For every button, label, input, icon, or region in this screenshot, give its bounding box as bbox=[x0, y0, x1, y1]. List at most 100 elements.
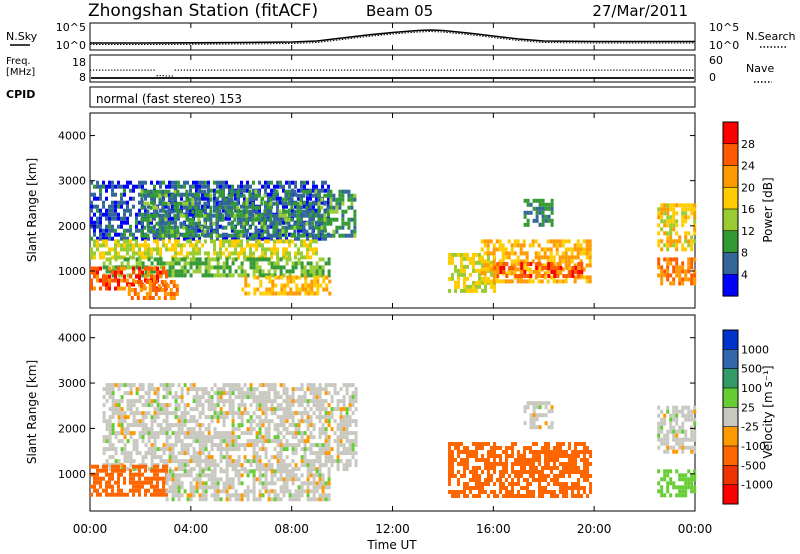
velocity-cell bbox=[210, 403, 214, 408]
power-cell bbox=[90, 216, 93, 221]
velocity-cell bbox=[243, 391, 247, 396]
velocity-cell bbox=[234, 383, 238, 388]
velocity-cell bbox=[243, 455, 247, 460]
power-cell bbox=[541, 274, 545, 278]
velocity-cell bbox=[114, 468, 117, 473]
power-cell bbox=[126, 220, 129, 225]
power-cell bbox=[326, 217, 330, 222]
power-cell bbox=[204, 251, 207, 256]
power-cell bbox=[259, 283, 263, 288]
velocity-cell bbox=[574, 466, 577, 470]
power-cell bbox=[519, 247, 523, 252]
power-cell bbox=[313, 279, 317, 284]
velocity-cell bbox=[255, 407, 259, 412]
velocity-cell bbox=[553, 482, 556, 486]
velocity-cell bbox=[249, 427, 253, 432]
colorbar-segment bbox=[723, 187, 738, 210]
frequency-point bbox=[540, 69, 542, 71]
power-cell bbox=[246, 239, 249, 244]
velocity-cell bbox=[276, 443, 280, 448]
velocity-cell bbox=[303, 439, 307, 444]
power-cell bbox=[194, 213, 198, 218]
velocity-cell bbox=[183, 435, 187, 440]
velocity-cell bbox=[240, 399, 244, 404]
velocity-cell bbox=[309, 447, 313, 452]
power-cell bbox=[172, 296, 176, 300]
velocity-cell bbox=[135, 484, 138, 489]
velocity-cell bbox=[574, 454, 577, 458]
power-cell bbox=[332, 197, 336, 202]
velocity-cell bbox=[150, 447, 154, 452]
velocity-cell bbox=[234, 427, 238, 432]
velocity-cell bbox=[309, 481, 313, 486]
power-cell bbox=[102, 200, 105, 205]
velocity-cell bbox=[318, 427, 322, 432]
power-cell bbox=[176, 233, 180, 238]
power-cell bbox=[237, 265, 241, 270]
velocity-cell bbox=[505, 478, 508, 482]
velocity-cell bbox=[183, 451, 187, 456]
power-cell bbox=[114, 239, 117, 244]
power-cell bbox=[529, 262, 533, 266]
power-cell bbox=[210, 236, 213, 241]
power-cell bbox=[210, 257, 214, 262]
power-cell bbox=[194, 197, 198, 202]
velocity-cell bbox=[126, 423, 130, 428]
power-cell bbox=[279, 265, 283, 270]
power-cell bbox=[168, 239, 171, 244]
velocity-cell bbox=[523, 450, 526, 454]
power-cell bbox=[114, 247, 117, 252]
power-cell bbox=[93, 228, 96, 233]
power-cell bbox=[559, 266, 563, 270]
velocity-cell bbox=[451, 474, 454, 478]
velocity-cell bbox=[547, 458, 550, 462]
velocity-cell bbox=[177, 481, 181, 486]
velocity-cell bbox=[264, 473, 268, 478]
velocity-cell bbox=[451, 462, 454, 466]
power-cell bbox=[327, 269, 331, 274]
power-cell bbox=[311, 233, 315, 238]
power-cell bbox=[279, 196, 282, 201]
velocity-cell bbox=[279, 497, 283, 502]
velocity-cell bbox=[541, 446, 544, 450]
power-cell bbox=[285, 257, 289, 262]
velocity-cell bbox=[96, 468, 99, 473]
power-cell bbox=[255, 257, 259, 262]
velocity-cell bbox=[186, 459, 190, 464]
velocity-cell bbox=[297, 477, 301, 482]
power-cell bbox=[258, 236, 261, 241]
power-cell bbox=[174, 180, 177, 185]
velocity-cell bbox=[267, 463, 271, 468]
velocity-cell bbox=[571, 454, 574, 458]
velocity-cell bbox=[111, 411, 115, 416]
velocity-cell bbox=[577, 454, 580, 458]
power-cell bbox=[302, 213, 306, 218]
velocity-cell bbox=[177, 395, 181, 400]
power-cell bbox=[189, 184, 192, 189]
velocity-cell bbox=[562, 462, 565, 466]
velocity-cell bbox=[526, 458, 529, 462]
power-cell bbox=[690, 203, 694, 208]
power-cell bbox=[126, 200, 129, 205]
velocity-cell bbox=[207, 403, 211, 408]
velocity-cell bbox=[156, 423, 160, 428]
power-cell bbox=[489, 267, 493, 272]
velocity-cell bbox=[484, 458, 487, 462]
velocity-cell bbox=[195, 481, 199, 486]
power-cell bbox=[231, 251, 234, 256]
power-cell bbox=[147, 273, 151, 278]
velocity-cell bbox=[135, 411, 139, 416]
power-cell bbox=[519, 259, 523, 264]
velocity-cell bbox=[216, 485, 220, 490]
power-cell bbox=[186, 239, 189, 244]
power-cell bbox=[558, 279, 562, 284]
velocity-cell bbox=[264, 439, 268, 444]
power-cell bbox=[240, 180, 243, 185]
frequency-point bbox=[459, 69, 461, 71]
velocity-cell bbox=[535, 458, 538, 462]
frequency-point bbox=[610, 69, 612, 71]
power-cell bbox=[240, 261, 244, 266]
power-cell bbox=[171, 196, 174, 201]
power-cell bbox=[305, 213, 309, 218]
velocity-cell bbox=[213, 383, 217, 388]
